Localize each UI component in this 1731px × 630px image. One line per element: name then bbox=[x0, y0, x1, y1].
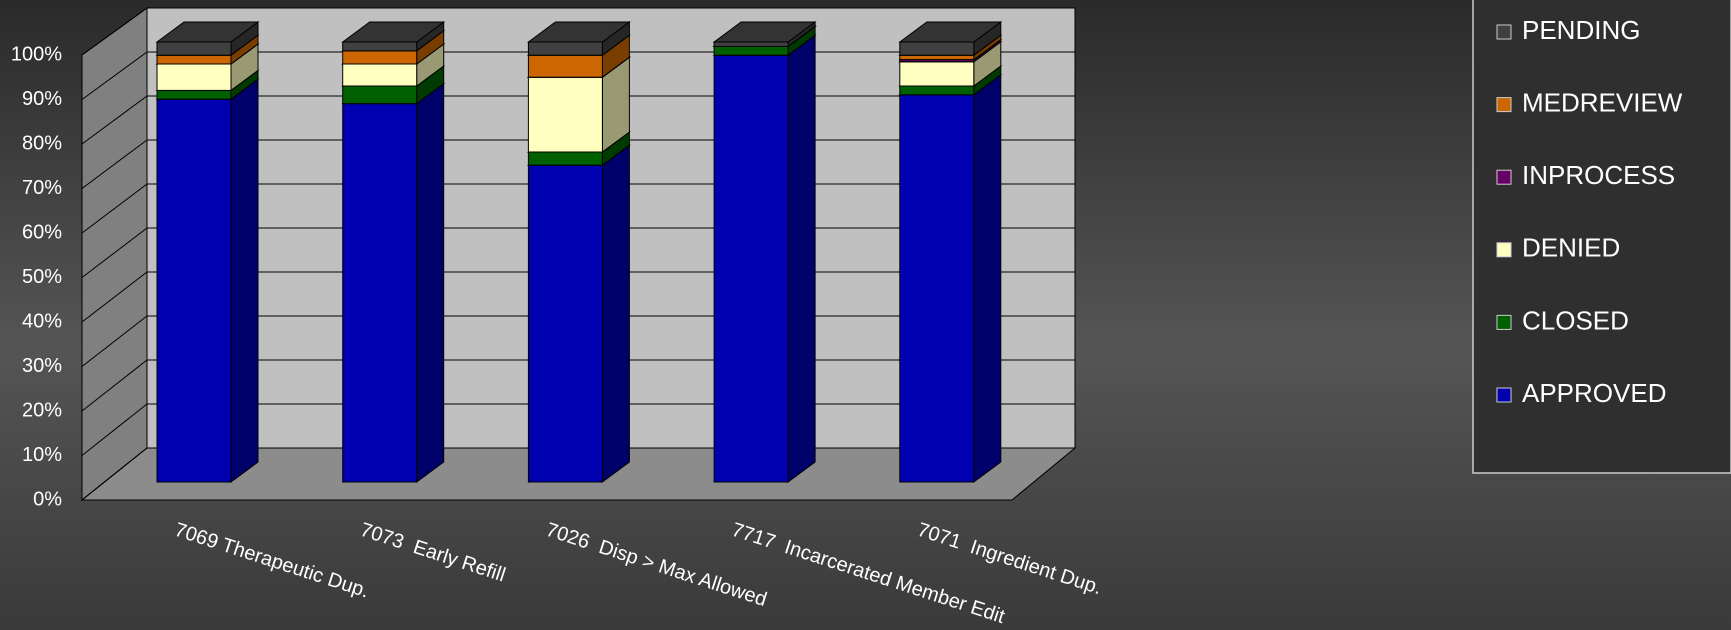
bar-front bbox=[156, 98, 232, 483]
bar-segment bbox=[526, 144, 631, 483]
grid-line bbox=[81, 139, 148, 189]
bar-front bbox=[899, 61, 975, 87]
grid-line bbox=[81, 271, 148, 323]
bar-front bbox=[342, 50, 418, 65]
bar-front bbox=[156, 41, 232, 56]
bar-segment bbox=[898, 73, 1003, 483]
bar-top bbox=[526, 21, 631, 43]
bar-front bbox=[527, 76, 603, 153]
bar-segment bbox=[341, 21, 446, 52]
legend-label: APPROVED bbox=[1522, 378, 1667, 408]
y-tick-label: 60% bbox=[22, 221, 62, 243]
bar-side bbox=[230, 78, 259, 483]
bar-segment bbox=[526, 21, 631, 57]
bar-front bbox=[527, 41, 603, 56]
grid-line bbox=[81, 95, 148, 145]
bar-side bbox=[973, 73, 1002, 483]
y-tick-label: 0% bbox=[33, 488, 62, 510]
legend-label: CLOSED bbox=[1522, 305, 1629, 335]
bar-front bbox=[899, 85, 975, 96]
bar-front bbox=[527, 54, 603, 78]
bar-front bbox=[899, 94, 975, 483]
grid-line bbox=[81, 403, 148, 456]
bar-side bbox=[416, 82, 445, 483]
legend-swatch bbox=[1496, 97, 1512, 113]
bar-front bbox=[342, 85, 418, 105]
side-wall bbox=[81, 7, 148, 502]
legend-box bbox=[1472, 0, 1731, 474]
y-tick-label: 80% bbox=[22, 132, 62, 154]
y-tick-label: 20% bbox=[22, 399, 62, 421]
bar-front bbox=[713, 41, 789, 47]
y-tick-label: 50% bbox=[22, 266, 62, 288]
legend-label: MEDREVIEW bbox=[1522, 87, 1683, 117]
x-tick-label: 7073 Early Refill bbox=[358, 519, 509, 587]
bar-segment bbox=[341, 82, 446, 483]
bar-front bbox=[899, 41, 975, 56]
grid-line bbox=[81, 7, 148, 56]
grid-line bbox=[81, 447, 148, 501]
bar-top bbox=[898, 21, 1003, 43]
y-tick-label: 70% bbox=[22, 177, 62, 199]
bar-front bbox=[899, 54, 975, 61]
legend-swatch bbox=[1496, 314, 1512, 330]
bar-segment bbox=[898, 21, 1003, 57]
bar-segment bbox=[712, 21, 817, 48]
grid-line bbox=[81, 51, 148, 100]
bar-front bbox=[156, 54, 232, 65]
y-tick-label: 30% bbox=[22, 355, 62, 377]
bar-front bbox=[342, 41, 418, 52]
bar-side bbox=[601, 144, 630, 483]
grid-line bbox=[81, 359, 148, 412]
bar-front bbox=[527, 151, 603, 166]
bar-front bbox=[713, 54, 789, 483]
bar-front bbox=[527, 164, 603, 483]
legend-swatch bbox=[1496, 387, 1512, 403]
grid-line bbox=[81, 315, 148, 367]
legend-swatch bbox=[1496, 242, 1512, 258]
y-tick-label: 90% bbox=[22, 88, 62, 110]
bar-front bbox=[156, 63, 232, 91]
legend-label: DENIED bbox=[1522, 233, 1620, 263]
bar-front bbox=[342, 63, 418, 87]
y-tick-label: 100% bbox=[11, 43, 62, 65]
bar-segment bbox=[155, 21, 260, 57]
bar-front bbox=[156, 89, 232, 100]
grid-line bbox=[81, 183, 148, 234]
bar-top bbox=[155, 21, 260, 43]
bar-side bbox=[787, 34, 816, 483]
y-tick-label: 40% bbox=[22, 310, 62, 332]
bar-top bbox=[712, 21, 817, 43]
grid-line bbox=[81, 227, 148, 278]
legend-label: PENDING bbox=[1522, 15, 1640, 45]
legend-swatch bbox=[1496, 24, 1512, 40]
x-tick-label: 7069 Therapeutic Dup. bbox=[172, 519, 372, 603]
y-tick-label: 10% bbox=[22, 444, 62, 466]
bar-segment bbox=[155, 78, 260, 483]
bar-segment bbox=[712, 34, 817, 483]
legend-swatch bbox=[1496, 169, 1512, 185]
bar-top bbox=[341, 21, 446, 43]
bar-front bbox=[342, 103, 418, 483]
bar-front bbox=[713, 45, 789, 56]
legend-label: INPROCESS bbox=[1522, 160, 1675, 190]
